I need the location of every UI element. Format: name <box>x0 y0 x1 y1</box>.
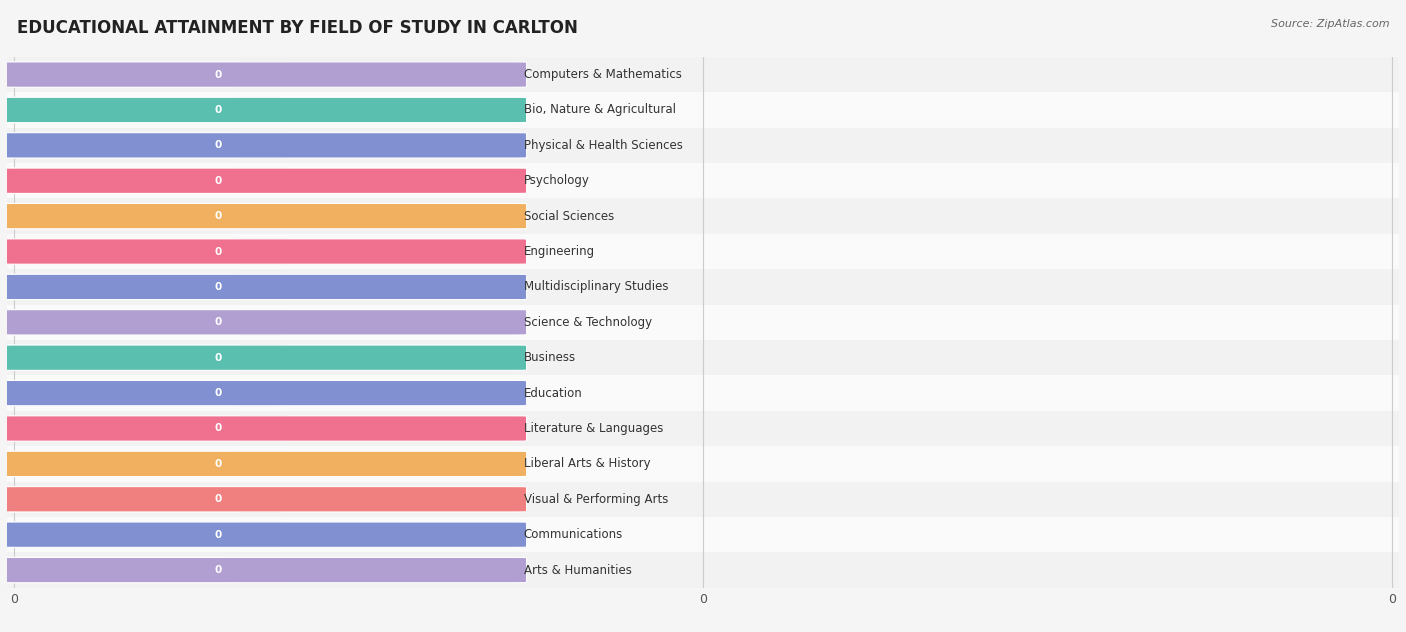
FancyBboxPatch shape <box>3 133 527 158</box>
FancyBboxPatch shape <box>7 517 1399 552</box>
FancyBboxPatch shape <box>3 416 527 441</box>
FancyBboxPatch shape <box>3 62 287 87</box>
Text: Computers & Mathematics: Computers & Mathematics <box>524 68 682 81</box>
Text: 0: 0 <box>215 140 222 150</box>
FancyBboxPatch shape <box>3 557 287 583</box>
FancyBboxPatch shape <box>3 487 527 512</box>
FancyBboxPatch shape <box>3 274 239 300</box>
FancyBboxPatch shape <box>3 416 239 441</box>
Text: 0: 0 <box>215 353 222 363</box>
FancyBboxPatch shape <box>3 522 239 547</box>
FancyBboxPatch shape <box>7 482 1399 517</box>
FancyBboxPatch shape <box>7 128 1399 163</box>
FancyBboxPatch shape <box>3 310 527 335</box>
FancyBboxPatch shape <box>3 133 287 158</box>
FancyBboxPatch shape <box>7 198 1399 234</box>
Text: Visual & Performing Arts: Visual & Performing Arts <box>524 493 668 506</box>
FancyBboxPatch shape <box>3 380 287 406</box>
FancyBboxPatch shape <box>3 451 239 477</box>
Text: Liberal Arts & History: Liberal Arts & History <box>524 458 651 470</box>
Text: 0: 0 <box>215 70 222 80</box>
FancyBboxPatch shape <box>7 375 1399 411</box>
Text: 0: 0 <box>215 494 222 504</box>
FancyBboxPatch shape <box>3 487 287 512</box>
FancyBboxPatch shape <box>3 204 527 229</box>
Text: Social Sciences: Social Sciences <box>524 210 614 222</box>
FancyBboxPatch shape <box>3 416 287 441</box>
Text: 0: 0 <box>215 459 222 469</box>
Text: 0: 0 <box>215 317 222 327</box>
FancyBboxPatch shape <box>3 345 287 370</box>
Text: Bio, Nature & Agricultural: Bio, Nature & Agricultural <box>524 104 676 116</box>
FancyBboxPatch shape <box>3 133 239 158</box>
FancyBboxPatch shape <box>3 274 527 300</box>
Text: Multidisciplinary Studies: Multidisciplinary Studies <box>524 281 668 293</box>
Text: Source: ZipAtlas.com: Source: ZipAtlas.com <box>1271 19 1389 29</box>
Text: Education: Education <box>524 387 582 399</box>
FancyBboxPatch shape <box>3 168 287 193</box>
FancyBboxPatch shape <box>3 345 239 370</box>
FancyBboxPatch shape <box>3 239 527 264</box>
Text: 0: 0 <box>215 211 222 221</box>
Text: 0: 0 <box>215 388 222 398</box>
FancyBboxPatch shape <box>3 204 239 229</box>
FancyBboxPatch shape <box>7 552 1399 588</box>
Text: Communications: Communications <box>524 528 623 541</box>
FancyBboxPatch shape <box>3 168 239 193</box>
Text: Psychology: Psychology <box>524 174 589 187</box>
FancyBboxPatch shape <box>7 446 1399 482</box>
FancyBboxPatch shape <box>3 239 239 264</box>
FancyBboxPatch shape <box>7 57 1399 92</box>
Text: 0: 0 <box>215 246 222 257</box>
FancyBboxPatch shape <box>3 557 527 583</box>
FancyBboxPatch shape <box>3 97 239 123</box>
Text: Physical & Health Sciences: Physical & Health Sciences <box>524 139 683 152</box>
FancyBboxPatch shape <box>3 62 239 87</box>
Text: Engineering: Engineering <box>524 245 595 258</box>
FancyBboxPatch shape <box>3 451 527 477</box>
Text: Business: Business <box>524 351 576 364</box>
FancyBboxPatch shape <box>7 305 1399 340</box>
FancyBboxPatch shape <box>3 97 527 123</box>
FancyBboxPatch shape <box>3 522 287 547</box>
FancyBboxPatch shape <box>3 345 527 370</box>
Text: 0: 0 <box>215 105 222 115</box>
Text: EDUCATIONAL ATTAINMENT BY FIELD OF STUDY IN CARLTON: EDUCATIONAL ATTAINMENT BY FIELD OF STUDY… <box>17 19 578 37</box>
FancyBboxPatch shape <box>7 234 1399 269</box>
FancyBboxPatch shape <box>7 163 1399 198</box>
FancyBboxPatch shape <box>3 274 287 300</box>
FancyBboxPatch shape <box>3 487 239 512</box>
FancyBboxPatch shape <box>3 380 239 406</box>
FancyBboxPatch shape <box>3 451 287 477</box>
FancyBboxPatch shape <box>7 411 1399 446</box>
FancyBboxPatch shape <box>3 168 527 193</box>
FancyBboxPatch shape <box>7 92 1399 128</box>
FancyBboxPatch shape <box>3 239 287 264</box>
FancyBboxPatch shape <box>3 310 239 335</box>
FancyBboxPatch shape <box>3 62 527 87</box>
Text: 0: 0 <box>215 282 222 292</box>
Text: 0: 0 <box>215 176 222 186</box>
Text: 0: 0 <box>215 565 222 575</box>
FancyBboxPatch shape <box>3 204 287 229</box>
Text: 0: 0 <box>215 423 222 434</box>
Text: 0: 0 <box>215 530 222 540</box>
FancyBboxPatch shape <box>3 310 287 335</box>
FancyBboxPatch shape <box>3 380 527 406</box>
FancyBboxPatch shape <box>7 340 1399 375</box>
FancyBboxPatch shape <box>3 522 527 547</box>
FancyBboxPatch shape <box>7 269 1399 305</box>
Text: Science & Technology: Science & Technology <box>524 316 652 329</box>
Text: Arts & Humanities: Arts & Humanities <box>524 564 631 576</box>
Text: Literature & Languages: Literature & Languages <box>524 422 664 435</box>
FancyBboxPatch shape <box>3 557 239 583</box>
FancyBboxPatch shape <box>3 97 287 123</box>
